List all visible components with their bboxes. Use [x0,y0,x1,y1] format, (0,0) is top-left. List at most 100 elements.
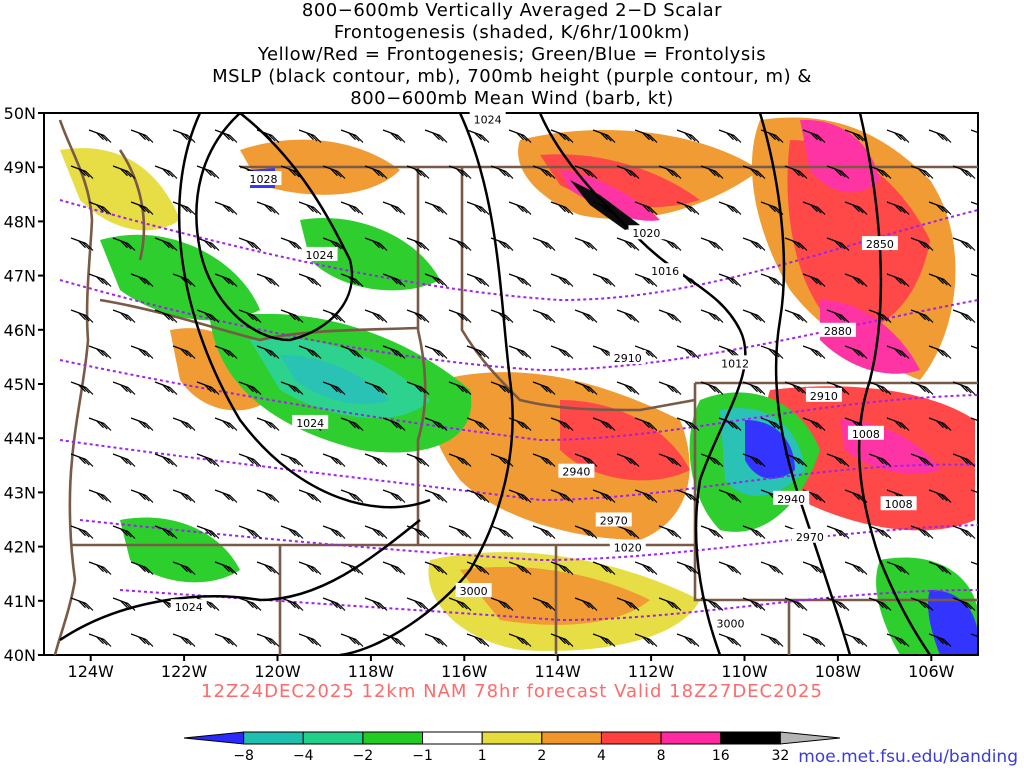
wind-barb [550,561,574,575]
lat-label: 41N [4,592,36,611]
wind-barb [130,201,154,215]
wind-barb [448,597,472,611]
wind-barb [172,489,196,503]
height-label: 2850 [866,238,894,251]
wind-barb [88,633,112,647]
wind-barb [112,525,136,539]
wind-barb [424,633,448,647]
colorbar-tick-label: 4 [597,748,606,764]
wind-barb [676,417,700,431]
wind-barb [238,381,262,395]
colorbar-swatch [720,731,781,745]
wind-barb [214,129,238,143]
state-borders [53,119,978,655]
height-label-bg [791,528,828,543]
wind-barb [322,381,346,395]
mslp-label: 1008 [852,428,880,441]
wind-barb [172,201,196,215]
wind-barb [742,453,766,467]
wind-barb [70,381,94,395]
wind-barb [550,201,574,215]
wind-barb [172,345,196,359]
wind-barb [886,417,910,431]
wind-barb [256,561,280,575]
wind-barb [532,597,556,611]
title-line-1: 800−600mb Vertically Averaged 2−D Scalar [301,0,723,21]
wind-barb [970,561,978,566]
colorbar-swatch [243,731,304,745]
wind-barb [154,309,178,323]
wind-barb [130,561,154,575]
wind-barb [322,165,346,179]
lon-label: 116W [441,662,488,681]
lon-label: 112W [628,662,675,681]
mslp-contour-1020 [339,113,514,655]
wind-barb [154,165,178,179]
wind-barb [196,381,220,395]
wind-barb [238,453,262,467]
credit-link[interactable]: moe.met.fsu.edu/banding [798,747,1018,767]
lat-label: 45N [4,375,36,394]
wind-barb [718,273,742,287]
wind-barb [658,597,682,611]
wind-barb [634,345,658,359]
wind-barb [676,633,700,647]
wind-barb [910,525,934,539]
wind-barb [928,201,952,215]
height-label: 2910 [810,390,838,403]
wind-barb [406,597,430,611]
wind-barb [928,129,952,143]
wind-barb [802,129,826,143]
height-contour-3000 [119,589,978,622]
wind-barb [952,165,976,179]
wind-barb [256,273,280,287]
id-mt-border [460,167,696,412]
wind-barb [718,561,742,575]
wind-barb [868,381,892,395]
wind-barb [70,525,94,539]
mslp-label-bg [469,111,506,126]
wind-barb [70,309,94,323]
mslp-label-bg [628,225,665,240]
wind-barb [676,201,700,215]
wind-barb [532,453,556,467]
wind-barb [490,597,514,611]
mslp-label-bg [880,496,917,511]
wind-barb [910,381,934,395]
wind-barb [154,453,178,467]
wind-barb [88,345,112,359]
wind-barb [676,561,700,575]
wind-barb [340,633,364,647]
colorbar-swatch [302,731,364,745]
wind-barb [886,561,910,575]
wind-barb [970,201,978,206]
mslp-label-bg [292,414,329,429]
colorbar-tick-label: −2 [353,748,374,764]
lon-label: 114W [535,662,582,681]
wind-barb [88,561,112,575]
wind-barb [88,201,112,215]
wind-barb [952,309,976,323]
wind-barb [280,597,304,611]
height-label: 2940 [777,493,805,506]
wind-barb [340,561,364,575]
wind-barb [574,309,598,323]
height-label: 2880 [824,325,852,338]
wind-barb [970,345,978,350]
wind-barb [172,561,196,575]
wind-barb [616,525,640,539]
wind-barb [298,561,322,575]
height-contour-2910 [59,359,978,442]
wind-barb [298,129,322,143]
height-contour-2970 [79,519,978,562]
lat-label: 48N [4,212,36,231]
wind-barb [466,633,490,647]
wind-barb [634,417,658,431]
wind-barb [214,345,238,359]
wind-barb [886,129,910,143]
wind-barb [826,597,850,611]
wind-barb [88,417,112,431]
wind-barb [616,237,640,251]
wind-barb [448,165,472,179]
wind-barb [280,237,304,251]
